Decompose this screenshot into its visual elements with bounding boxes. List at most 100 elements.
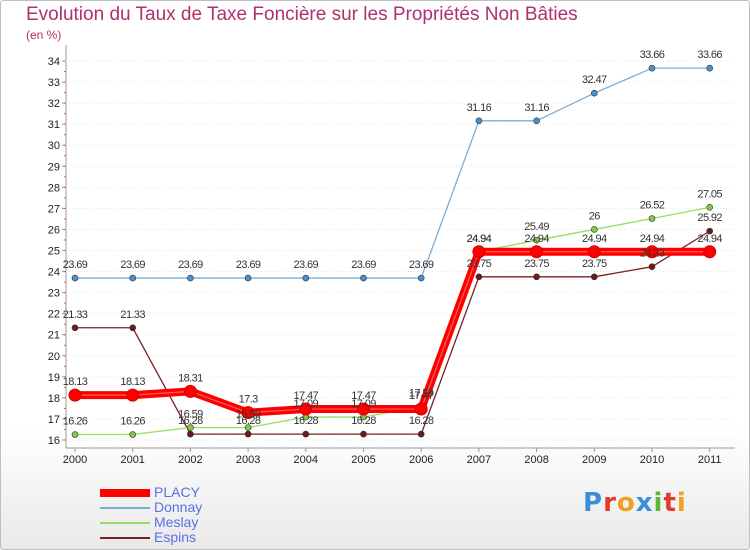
data-label-placy: 24.94 <box>524 233 549 245</box>
x-tick-label: 2005 <box>351 454 375 466</box>
y-tick-label: 32 <box>48 98 60 110</box>
chart-title: Evolution du Taux de Taxe Foncière sur l… <box>26 4 578 25</box>
x-tick-label: 2009 <box>582 454 606 466</box>
data-point-placy <box>357 402 370 416</box>
data-point-meslay <box>129 431 136 438</box>
data-point-espins <box>129 324 136 332</box>
x-tick-label: 2006 <box>409 454 433 466</box>
data-point-espins <box>533 273 540 281</box>
data-label-placy: 24.94 <box>582 233 607 245</box>
data-point-donnay <box>648 64 656 72</box>
data-label-espins: 16.28 <box>236 415 261 427</box>
data-point-placy <box>645 245 659 259</box>
logo-letter: x <box>635 488 654 518</box>
data-label-placy: 18.13 <box>63 376 88 388</box>
y-tick-label: 24 <box>48 267 60 279</box>
data-label-meslay: 16.59 <box>178 409 203 421</box>
legend-swatch <box>100 507 150 509</box>
x-tick-label: 2003 <box>236 454 260 466</box>
x-tick-label: 2002 <box>178 454 202 466</box>
data-label-donnay: 23.69 <box>294 259 319 271</box>
data-point-espins <box>648 263 656 271</box>
data-label-donnay: 23.69 <box>63 259 88 271</box>
data-point-meslay <box>244 424 252 431</box>
legend-swatch <box>100 537 150 539</box>
data-point-meslay <box>590 226 598 233</box>
y-tick-label: 29 <box>48 161 60 173</box>
data-label-donnay: 23.69 <box>236 259 261 271</box>
data-label-donnay: 23.69 <box>351 259 376 271</box>
data-point-donnay <box>129 274 136 282</box>
data-point-meslay <box>533 236 540 244</box>
data-label-meslay: 17.09 <box>294 398 319 410</box>
y-tick-label: 26 <box>48 224 60 236</box>
data-point-donnay <box>302 274 310 282</box>
x-tick-label: 2008 <box>524 454 548 466</box>
x-tick-label: 2011 <box>698 454 722 466</box>
data-point-placy <box>472 245 486 259</box>
data-point-espins <box>475 273 483 281</box>
data-label-placy: 17.47 <box>294 390 319 402</box>
data-point-placy <box>241 406 255 420</box>
y-tick-label: 21 <box>48 330 60 342</box>
y-tick-label: 18 <box>48 393 60 405</box>
logo-letter: r <box>603 488 617 518</box>
data-label-donnay: 23.69 <box>120 259 145 271</box>
legend-label: Donnay <box>154 499 203 515</box>
y-tick-label: 27 <box>48 203 60 215</box>
y-tick-label: 25 <box>48 246 60 258</box>
y-tick-label: 23 <box>48 288 60 300</box>
data-label-placy: 18.13 <box>120 376 145 388</box>
data-label-meslay: 26.52 <box>640 199 665 211</box>
legend-label: Meslay <box>154 514 199 530</box>
logo-letter: P <box>583 488 604 518</box>
series-line-placy <box>75 247 710 417</box>
data-point-espins <box>417 430 425 438</box>
data-point-placy <box>703 245 717 259</box>
series-line-espins <box>75 230 711 435</box>
data-label-meslay: 16.26 <box>63 416 88 428</box>
data-label-meslay: 27.05 <box>697 188 722 200</box>
data-label-placy: 24.94 <box>697 233 722 245</box>
y-tick-label: 19 <box>48 372 60 384</box>
y-tick-label: 28 <box>48 182 60 194</box>
data-label-espins: 25.92 <box>697 212 722 224</box>
data-point-espins <box>590 273 598 281</box>
data-label-espins: 16.28 <box>409 415 434 427</box>
data-point-placy <box>299 402 313 416</box>
proxiti-logo: Proxiti <box>583 488 687 518</box>
data-point-donnay <box>417 274 425 282</box>
data-label-espins: 16.28 <box>294 415 319 427</box>
data-point-placy <box>183 384 197 398</box>
data-point-donnay <box>706 64 714 72</box>
data-label-donnay: 33.66 <box>697 49 722 61</box>
data-label-espins: 16.28 <box>351 415 376 427</box>
data-point-donnay <box>187 274 194 282</box>
data-label-placy: 17.47 <box>351 390 376 402</box>
data-label-meslay: 24.94 <box>467 233 492 245</box>
series-line-donnay <box>75 67 710 279</box>
y-tick-label: 20 <box>48 351 60 363</box>
data-label-placy: 24.94 <box>640 233 665 245</box>
data-point-espins <box>244 430 252 438</box>
x-tick-label: 2004 <box>294 454 318 466</box>
data-label-placy: 18.31 <box>178 372 203 384</box>
data-point-placy <box>126 388 140 402</box>
logo-letter: t <box>663 488 677 518</box>
data-point-meslay <box>71 431 79 438</box>
legend-label: PLACY <box>154 484 200 500</box>
data-point-espins <box>71 324 79 332</box>
data-label-meslay: 17.09 <box>351 398 376 410</box>
data-label-espins: 21.33 <box>63 309 88 321</box>
data-label-espins: 24.23 <box>640 248 665 260</box>
data-label-donnay: 32.47 <box>582 74 607 86</box>
data-point-meslay <box>187 424 194 431</box>
data-point-donnay <box>244 274 252 282</box>
data-label-placy: 17.3 <box>239 394 258 406</box>
data-label-espins: 23.75 <box>467 258 492 270</box>
data-point-espins <box>360 430 367 438</box>
data-point-placy <box>414 402 428 416</box>
legend-label: Espins <box>154 529 197 545</box>
